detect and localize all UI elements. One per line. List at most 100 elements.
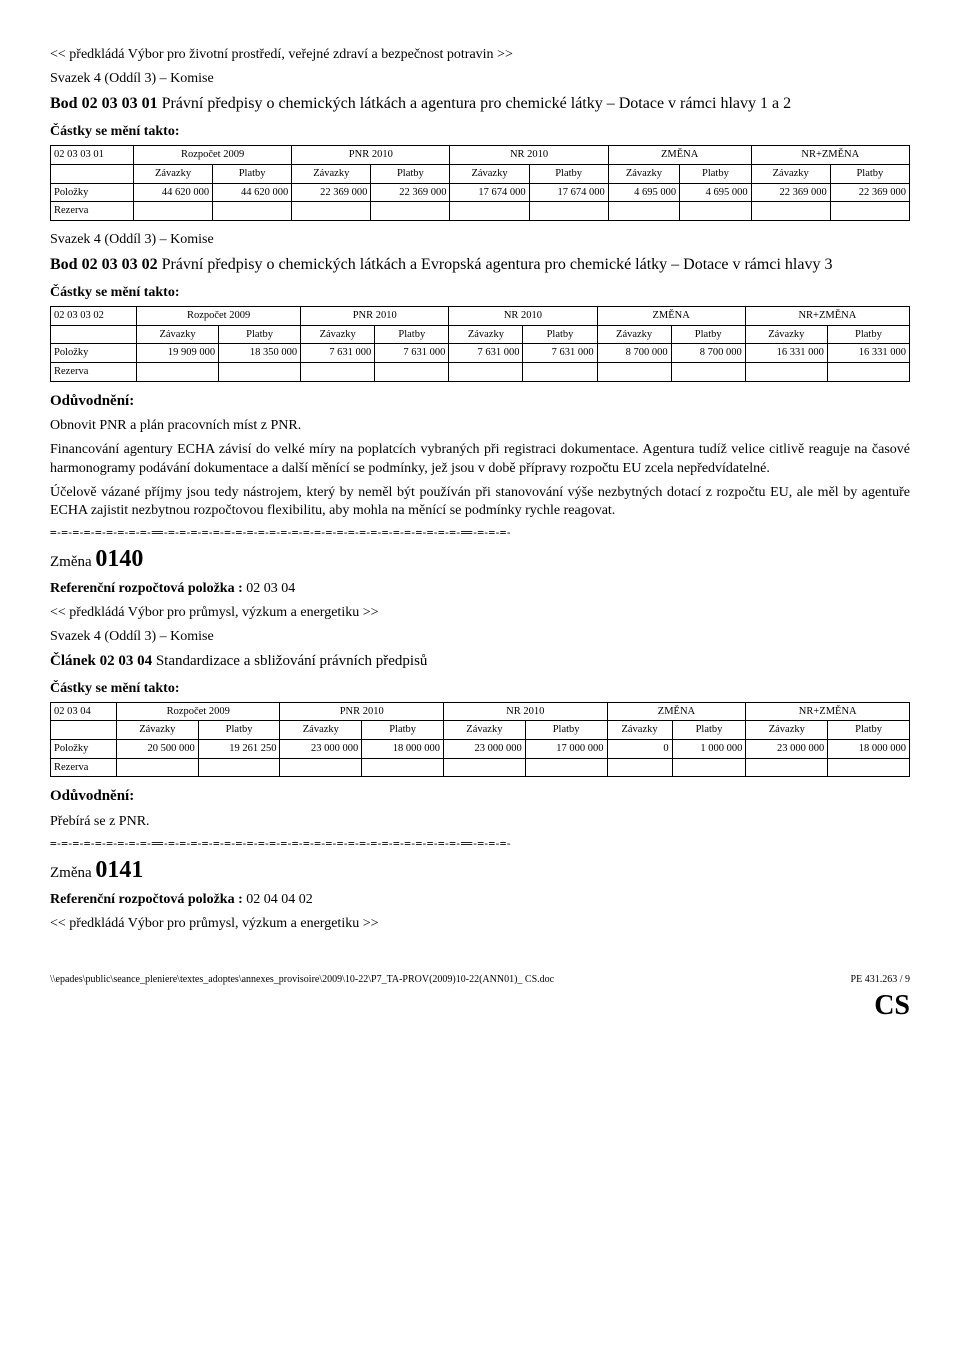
cell: 23 000 000 — [280, 740, 362, 759]
justification-p1: Obnovit PNR a plán pracovních míst z PNR… — [50, 417, 910, 435]
row-polozky: Položky — [51, 740, 117, 759]
h-zavazky: Závazky — [597, 325, 671, 344]
cell: 20 500 000 — [116, 740, 198, 759]
cell: 7 631 000 — [375, 344, 449, 363]
volume-line: Svazek 4 (Oddíl 3) – Komise — [50, 70, 910, 88]
language-mark: CS — [50, 988, 910, 1024]
cell: 16 331 000 — [745, 344, 827, 363]
footer-page: PE 431.263 / 9 — [851, 973, 910, 986]
table-code: 02 03 03 01 — [51, 146, 134, 165]
ref-code: 02 03 04 — [243, 581, 296, 596]
cell: 17 000 000 — [525, 740, 607, 759]
justification2-p1: Přebírá se z PNR. — [50, 813, 910, 831]
cell: 8 700 000 — [671, 344, 745, 363]
cell — [828, 758, 910, 777]
amounts-label: Částky se mění takto: — [50, 123, 910, 141]
h-zavazky: Závazky — [746, 721, 828, 740]
h-zavazky: Závazky — [450, 165, 529, 184]
change-0141-title: Změna 0141 — [50, 855, 910, 886]
cell: 44 620 000 — [213, 183, 292, 202]
submitted-by-line: << předkládá Výbor pro životní prostředí… — [50, 46, 910, 64]
cell — [751, 202, 830, 221]
cell: 16 331 000 — [827, 344, 909, 363]
item-title: Bod 02 03 03 02 Právní předpisy o chemic… — [50, 255, 910, 276]
ref-label: Referenční rozpočtová položka : — [50, 892, 243, 907]
cell: 19 909 000 — [137, 344, 219, 363]
justification-label: Odůvodnění: — [50, 787, 910, 807]
ref-line: Referenční rozpočtová položka : 02 03 04 — [50, 580, 910, 598]
col-pnr: PNR 2010 — [301, 307, 449, 326]
cell: 7 631 000 — [301, 344, 375, 363]
cell — [529, 202, 608, 221]
amounts-label: Částky se mění takto: — [50, 284, 910, 302]
change-label: Změna — [50, 865, 92, 881]
budget-table-1: 02 03 03 01 Rozpočet 2009 PNR 2010 NR 20… — [50, 145, 910, 221]
cell — [671, 363, 745, 382]
article-code: Článek 02 03 04 — [50, 653, 152, 669]
col-zmena: ZMĚNA — [608, 146, 751, 165]
cell: 1 000 000 — [672, 740, 746, 759]
row-polozky: Položky — [51, 344, 137, 363]
cell: 0 — [607, 740, 672, 759]
col-nr: NR 2010 — [449, 307, 597, 326]
cell — [450, 202, 529, 221]
item-rest: Právní předpisy o chemických látkách a E… — [158, 256, 833, 273]
cell — [830, 202, 909, 221]
cell: 19 261 250 — [198, 740, 280, 759]
col-nr: NR 2010 — [450, 146, 608, 165]
h-platby: Platby — [219, 325, 301, 344]
cell: 4 695 000 — [680, 183, 751, 202]
cell — [525, 758, 607, 777]
change-number: 0140 — [95, 546, 143, 572]
col-pnr: PNR 2010 — [280, 702, 444, 721]
col-rozpocet: Rozpočet 2009 — [116, 702, 280, 721]
h-zavazky: Závazky — [116, 721, 198, 740]
budget-table-2: 02 03 03 02 Rozpočet 2009 PNR 2010 NR 20… — [50, 306, 910, 382]
cell: 8 700 000 — [597, 344, 671, 363]
cell — [827, 363, 909, 382]
col-pnr: PNR 2010 — [292, 146, 450, 165]
cell — [116, 758, 198, 777]
cell — [608, 202, 679, 221]
justification-p3: Účelově vázané příjmy jsou tedy nástroje… — [50, 484, 910, 520]
item-title: Bod 02 03 03 01 Právní předpisy o chemic… — [50, 94, 910, 115]
cell — [449, 363, 523, 382]
cell: 22 369 000 — [751, 183, 830, 202]
article-rest: Standardizace a sbližování právních před… — [152, 653, 427, 669]
budget-table-3: 02 03 04 Rozpočet 2009 PNR 2010 NR 2010 … — [50, 702, 910, 778]
col-rozpocet: Rozpočet 2009 — [133, 146, 291, 165]
item-rest: Právní předpisy o chemických látkách a a… — [158, 95, 792, 112]
h-platby: Platby — [375, 325, 449, 344]
justification-p2: Financování agentury ECHA závisí do velk… — [50, 441, 910, 477]
h-zavazky: Závazky — [449, 325, 523, 344]
volume-line: Svazek 4 (Oddíl 3) – Komise — [50, 231, 910, 249]
cell: 23 000 000 — [444, 740, 526, 759]
h-platby: Platby — [671, 325, 745, 344]
h-zavazky: Závazky — [751, 165, 830, 184]
empty-cell — [51, 721, 117, 740]
cell — [133, 202, 212, 221]
submitted-by-line: << předkládá Výbor pro průmysl, výzkum a… — [50, 915, 910, 933]
cell: 7 631 000 — [523, 344, 597, 363]
h-zavazky: Závazky — [301, 325, 375, 344]
volume-line: Svazek 4 (Oddíl 3) – Komise — [50, 628, 910, 646]
cell — [137, 363, 219, 382]
table-code: 02 03 04 — [51, 702, 117, 721]
cell: 7 631 000 — [449, 344, 523, 363]
h-platby: Platby — [680, 165, 751, 184]
h-zavazky: Závazky — [137, 325, 219, 344]
cell: 4 695 000 — [608, 183, 679, 202]
h-platby: Platby — [672, 721, 746, 740]
cell — [597, 363, 671, 382]
justification-label: Odůvodnění: — [50, 392, 910, 412]
h-zavazky: Závazky — [280, 721, 362, 740]
cell: 23 000 000 — [746, 740, 828, 759]
col-zmena: ZMĚNA — [597, 307, 745, 326]
cell: 18 000 000 — [362, 740, 444, 759]
h-zavazky: Závazky — [745, 325, 827, 344]
cell — [213, 202, 292, 221]
h-platby: Platby — [830, 165, 909, 184]
item-code: Bod 02 03 03 02 — [50, 256, 158, 273]
cell — [745, 363, 827, 382]
cell — [672, 758, 746, 777]
